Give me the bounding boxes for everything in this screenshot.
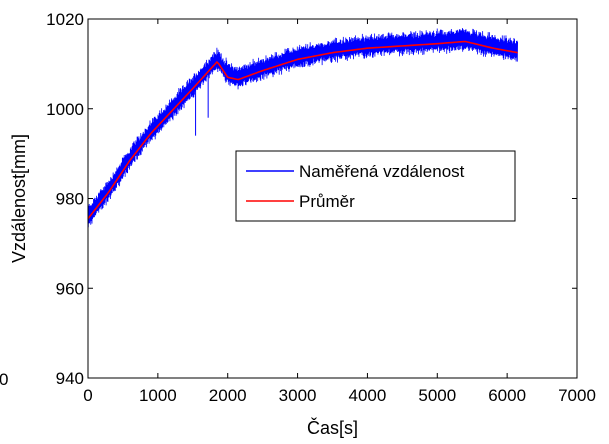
x-tick-label: 7000 <box>558 386 596 405</box>
x-tick-label: 2000 <box>209 386 247 405</box>
series-layer <box>87 28 519 228</box>
y-tick-label: 980 <box>56 190 84 209</box>
x-axis-label: Čas[s] <box>307 417 358 438</box>
y-tick-label: 960 <box>56 279 84 298</box>
legend-box <box>235 150 516 222</box>
y-tick-label: 1020 <box>46 10 84 29</box>
x-tick-label: 4000 <box>349 386 387 405</box>
y-tick-label: 1000 <box>46 100 84 119</box>
legend: Naměřená vzdálenost Průměr <box>235 150 516 222</box>
legend-label-measured: Naměřená vzdálenost <box>299 162 465 181</box>
ticks-layer: 0 1000 2000 3000 4000 5000 6000 7000 940 960 980 10… <box>46 10 596 405</box>
y-tick-label: 940 <box>56 369 84 388</box>
series-average-line <box>87 40 518 220</box>
x-tick-label: 5000 <box>418 386 456 405</box>
x-tick-label: 1000 <box>139 386 177 405</box>
x-tick-label: 3000 <box>279 386 317 405</box>
legend-label-average: Průměr <box>299 192 355 211</box>
x-tick-label: 6000 <box>488 386 526 405</box>
edge-fragment-text: 0 <box>0 370 8 389</box>
y-axis-label: Vzdálenost[mm] <box>9 134 29 263</box>
x-tick-label: 0 <box>83 386 92 405</box>
